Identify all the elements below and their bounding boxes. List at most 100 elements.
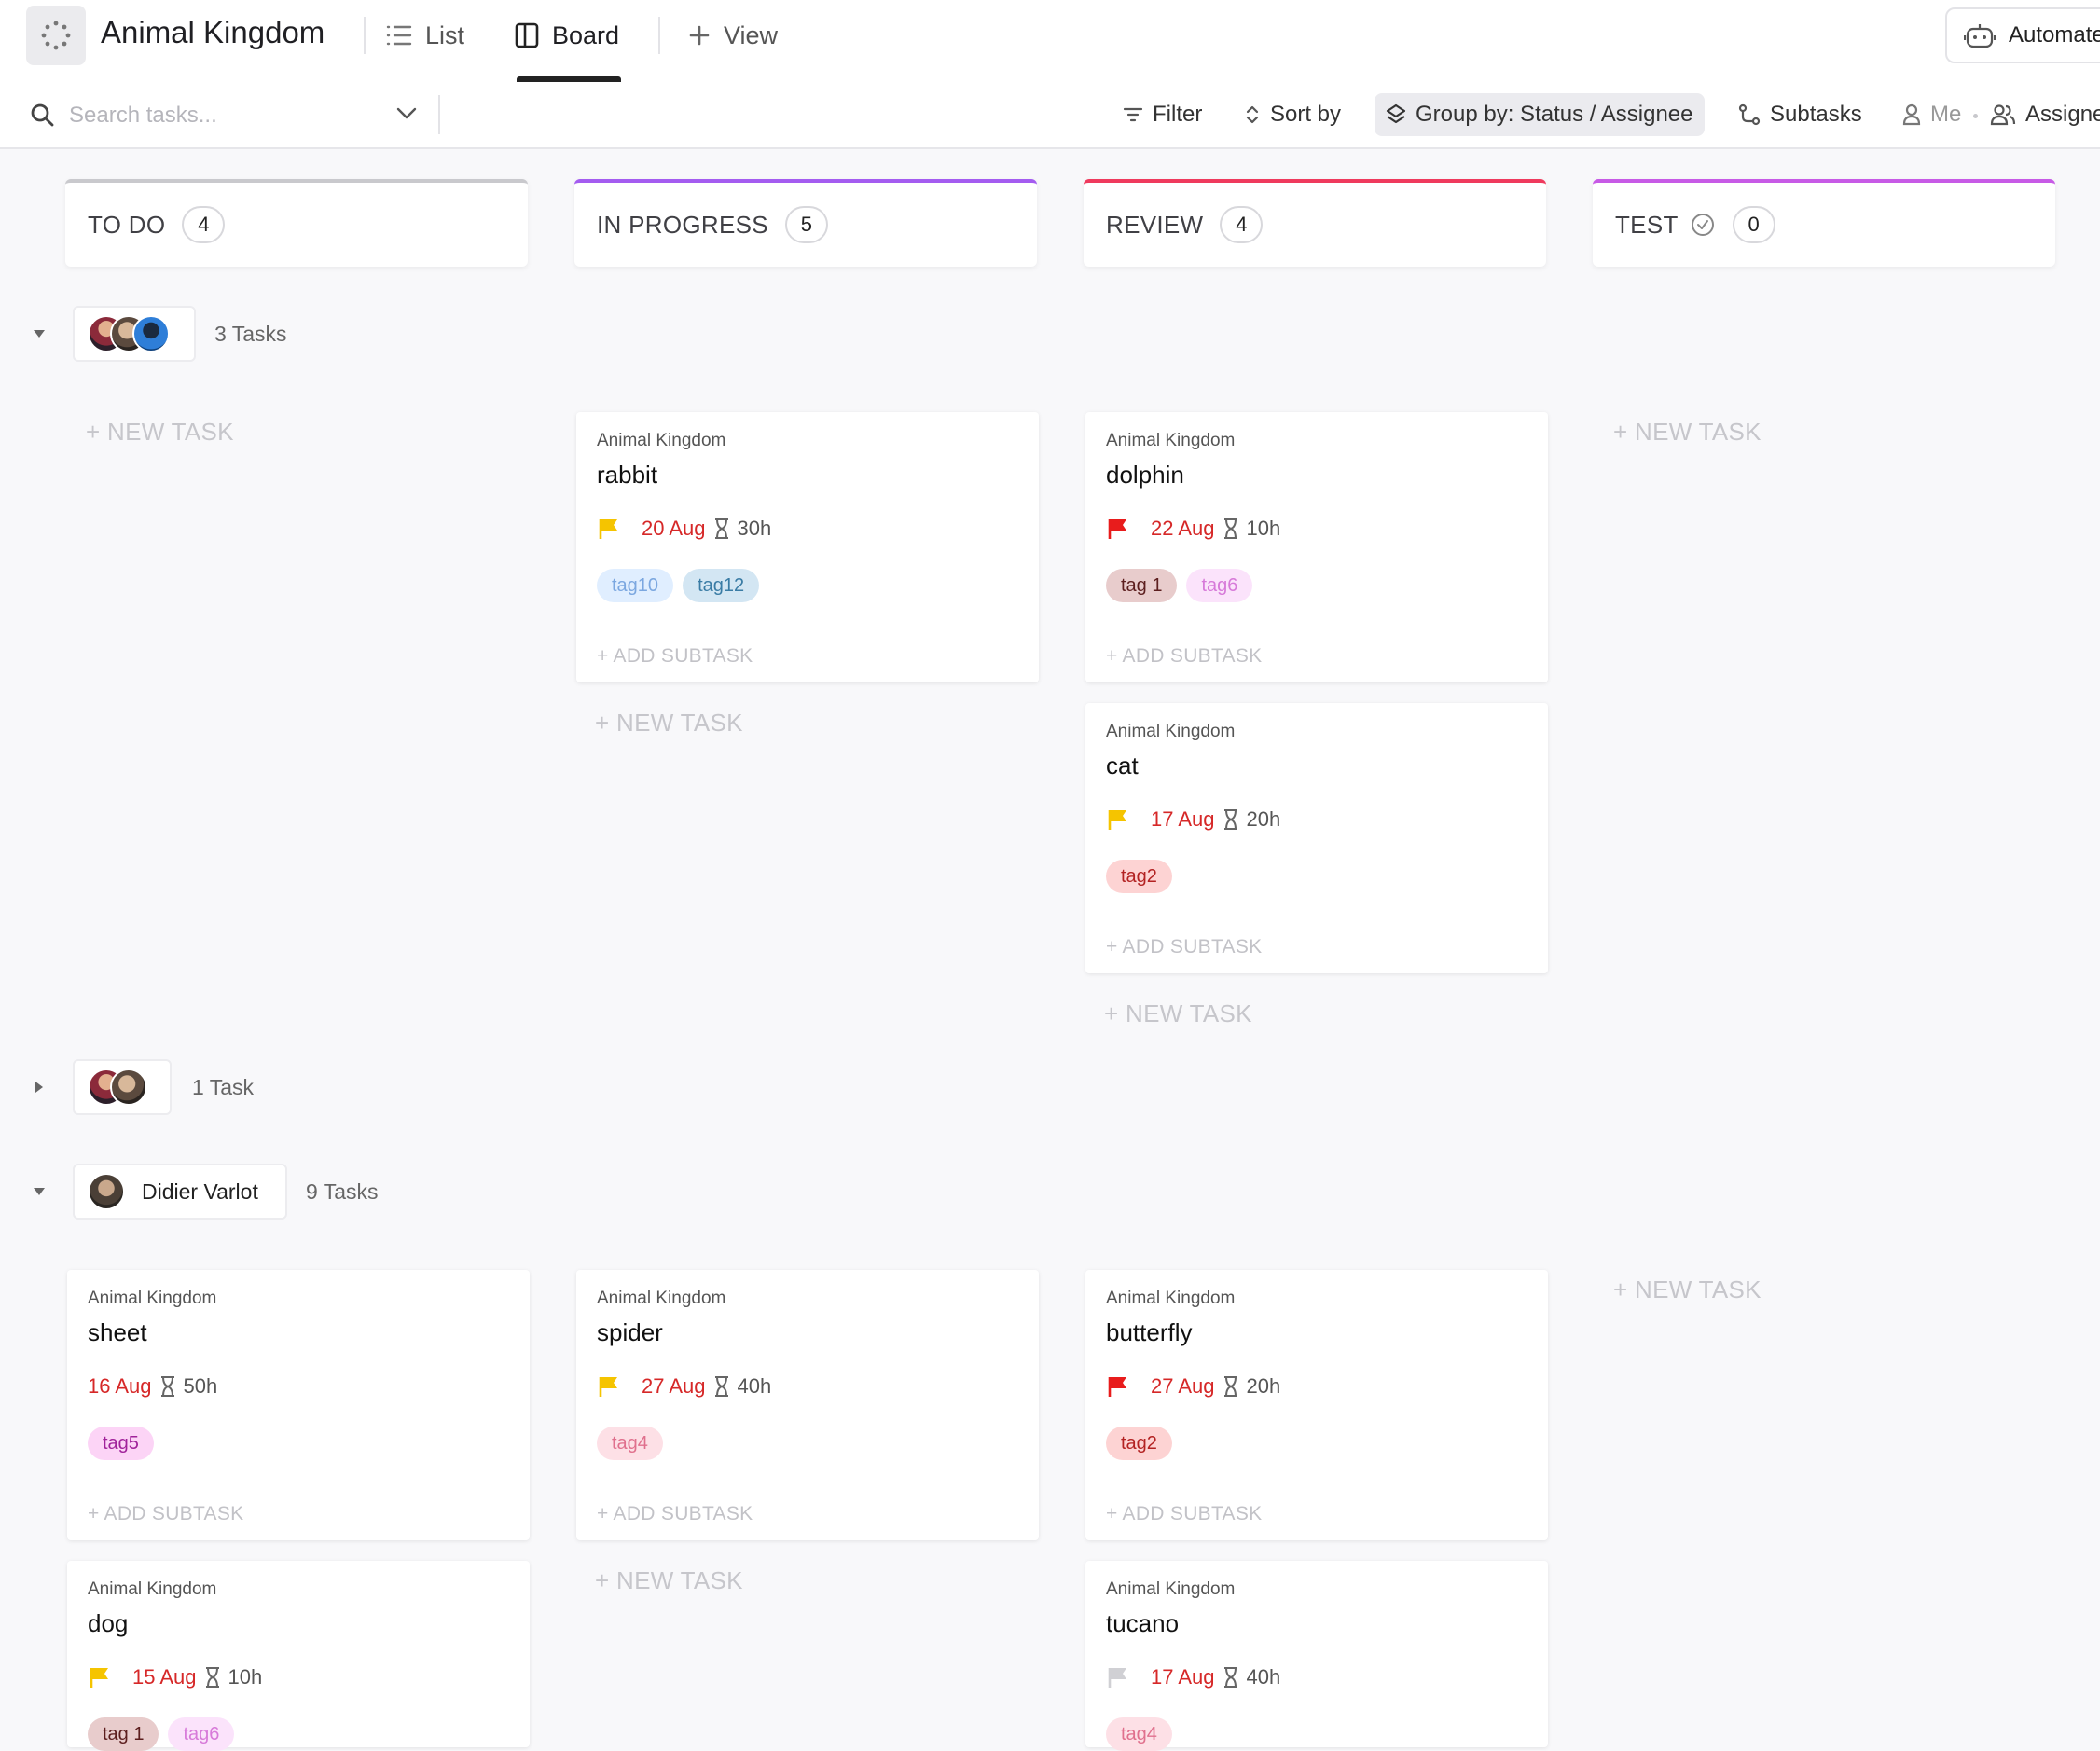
task-card[interactable]: Animal Kingdom dolphin 22 Aug 10h tag 1 … — [1085, 412, 1548, 682]
priority-flag-icon[interactable] — [597, 1374, 621, 1399]
priority-flag-icon[interactable] — [1106, 1665, 1130, 1689]
priority-flag-icon[interactable] — [1106, 1374, 1130, 1399]
priority-flag-icon[interactable] — [88, 1665, 112, 1689]
task-card[interactable]: Animal Kingdom sheet 16 Aug 50h tag5 + A… — [67, 1270, 530, 1540]
add-subtask-button[interactable]: + ADD SUBTASK — [1106, 936, 1263, 958]
new-task-button[interactable]: + NEW TASK — [1613, 418, 1762, 446]
column-header-test[interactable]: TEST 0 — [1593, 179, 2055, 267]
tag[interactable]: tag 1 — [1106, 569, 1178, 602]
subtasks-button[interactable]: Subtasks — [1738, 95, 1862, 134]
card-list-name: Animal Kingdom — [1106, 1289, 1236, 1308]
time-estimate[interactable]: 20h — [1246, 807, 1281, 831]
priority-flag-icon[interactable] — [597, 517, 621, 541]
tag[interactable]: tag10 — [597, 569, 674, 602]
divider — [658, 17, 660, 54]
new-task-button[interactable]: + NEW TASK — [86, 418, 234, 446]
time-estimate[interactable]: 10h — [228, 1665, 263, 1689]
search-icon — [31, 103, 54, 127]
tag[interactable]: tag4 — [597, 1427, 663, 1460]
add-subtask-button[interactable]: + ADD SUBTASK — [1106, 1503, 1263, 1524]
column-header-review[interactable]: REVIEW 4 — [1084, 179, 1546, 267]
time-estimate[interactable]: 30h — [737, 517, 772, 540]
tag[interactable]: tag6 — [168, 1717, 235, 1751]
due-date[interactable]: 27 Aug — [1151, 1374, 1215, 1398]
due-date[interactable]: 17 Aug — [1151, 807, 1215, 831]
card-list-name: Animal Kingdom — [1106, 722, 1236, 741]
toolbar: Filter Sort by Group by: Status / Assign… — [0, 82, 2100, 149]
add-view-button[interactable]: View — [688, 17, 778, 54]
due-date[interactable]: 16 Aug — [88, 1374, 152, 1398]
search-input[interactable] — [67, 97, 379, 134]
column-count-badge: 5 — [784, 206, 828, 243]
card-list-name: Animal Kingdom — [597, 431, 726, 450]
column-header-in-progress[interactable]: IN PROGRESS 5 — [574, 179, 1037, 267]
group-assignees[interactable] — [73, 1059, 172, 1115]
add-subtask-button[interactable]: + ADD SUBTASK — [597, 1503, 753, 1524]
group-assignee[interactable]: Didier Varlot — [73, 1164, 287, 1220]
task-card[interactable]: Animal Kingdom spider 27 Aug 40h tag4 + … — [576, 1270, 1039, 1540]
column-title: REVIEW — [1106, 210, 1204, 239]
task-card[interactable]: Animal Kingdom cat 17 Aug 20h tag2 + ADD… — [1085, 703, 1548, 973]
add-subtask-button[interactable]: + ADD SUBTASK — [88, 1503, 244, 1524]
new-task-button[interactable]: + NEW TASK — [595, 1566, 743, 1594]
due-date[interactable]: 15 Aug — [132, 1665, 197, 1689]
chevron-down-icon[interactable] — [395, 106, 418, 121]
task-card[interactable]: Animal Kingdom butterfly 27 Aug 20h tag2… — [1085, 1270, 1548, 1540]
tag[interactable]: tag2 — [1106, 1427, 1172, 1460]
avatar — [110, 1069, 147, 1106]
priority-flag-icon[interactable] — [1106, 807, 1130, 832]
time-estimate[interactable]: 40h — [1246, 1665, 1281, 1689]
task-card[interactable]: Animal Kingdom rabbit 20 Aug 30h tag10 t… — [576, 412, 1039, 682]
me-filter-button[interactable]: Me — [1902, 95, 1961, 134]
tab-list[interactable]: List — [386, 17, 464, 54]
time-estimate[interactable]: 40h — [737, 1374, 772, 1398]
time-estimate[interactable]: 10h — [1246, 517, 1281, 540]
group-by-button[interactable]: Group by: Status / Assignee — [1375, 93, 1705, 136]
sort-button[interactable]: Sort by — [1244, 95, 1341, 134]
due-date[interactable]: 22 Aug — [1151, 517, 1215, 540]
tag[interactable]: tag 1 — [88, 1717, 159, 1751]
tag[interactable]: tag2 — [1106, 860, 1172, 893]
new-task-button[interactable]: + NEW TASK — [1613, 1275, 1762, 1303]
tab-board-label: Board — [552, 21, 620, 49]
due-date[interactable]: 20 Aug — [642, 517, 706, 540]
card-title: tucano — [1106, 1609, 1180, 1637]
caret-down-icon[interactable] — [32, 1186, 47, 1197]
caret-down-icon[interactable] — [32, 328, 47, 339]
column-count-badge: 0 — [1732, 206, 1775, 243]
divider — [364, 17, 366, 54]
assignees-button[interactable]: Assigne — [1990, 95, 2100, 134]
time-estimate[interactable]: 50h — [183, 1374, 218, 1398]
tag[interactable]: tag4 — [1106, 1717, 1172, 1751]
caret-right-icon[interactable] — [34, 1080, 45, 1095]
new-task-button[interactable]: + NEW TASK — [1104, 1000, 1252, 1027]
filter-button[interactable]: Filter — [1123, 95, 1202, 134]
new-task-button[interactable]: + NEW TASK — [595, 709, 743, 737]
hourglass-icon — [1223, 1376, 1237, 1397]
task-card[interactable]: Animal Kingdom dog 15 Aug 10h tag 1 tag6 — [67, 1561, 530, 1751]
card-title: dog — [88, 1609, 129, 1637]
add-view-label: View — [724, 21, 779, 49]
priority-flag-icon[interactable] — [1106, 517, 1130, 541]
tag[interactable]: tag6 — [1186, 569, 1253, 602]
filter-icon — [1123, 107, 1143, 122]
due-date[interactable]: 27 Aug — [642, 1374, 706, 1398]
due-date[interactable]: 17 Aug — [1151, 1665, 1215, 1689]
add-subtask-button[interactable]: + ADD SUBTASK — [1106, 645, 1263, 667]
add-subtask-button[interactable]: + ADD SUBTASK — [597, 645, 753, 667]
column-header-todo[interactable]: TO DO 4 — [65, 179, 528, 267]
hourglass-icon — [1223, 809, 1237, 830]
card-list-name: Animal Kingdom — [88, 1289, 217, 1308]
task-card[interactable]: Animal Kingdom tucano 17 Aug 40h tag4 — [1085, 1561, 1548, 1751]
automate-button[interactable]: Automate — [1945, 7, 2100, 63]
column-title: TO DO — [88, 210, 166, 239]
card-title: rabbit — [597, 461, 658, 489]
space-icon[interactable] — [26, 6, 86, 65]
automate-label: Automate — [2009, 22, 2100, 48]
tag[interactable]: tag12 — [683, 569, 760, 602]
time-estimate[interactable]: 20h — [1246, 1374, 1281, 1398]
group-task-count: 9 Tasks — [306, 1179, 379, 1204]
group-assignees[interactable] — [73, 306, 196, 362]
tab-board[interactable]: Board — [515, 17, 619, 54]
tag[interactable]: tag5 — [88, 1427, 154, 1460]
